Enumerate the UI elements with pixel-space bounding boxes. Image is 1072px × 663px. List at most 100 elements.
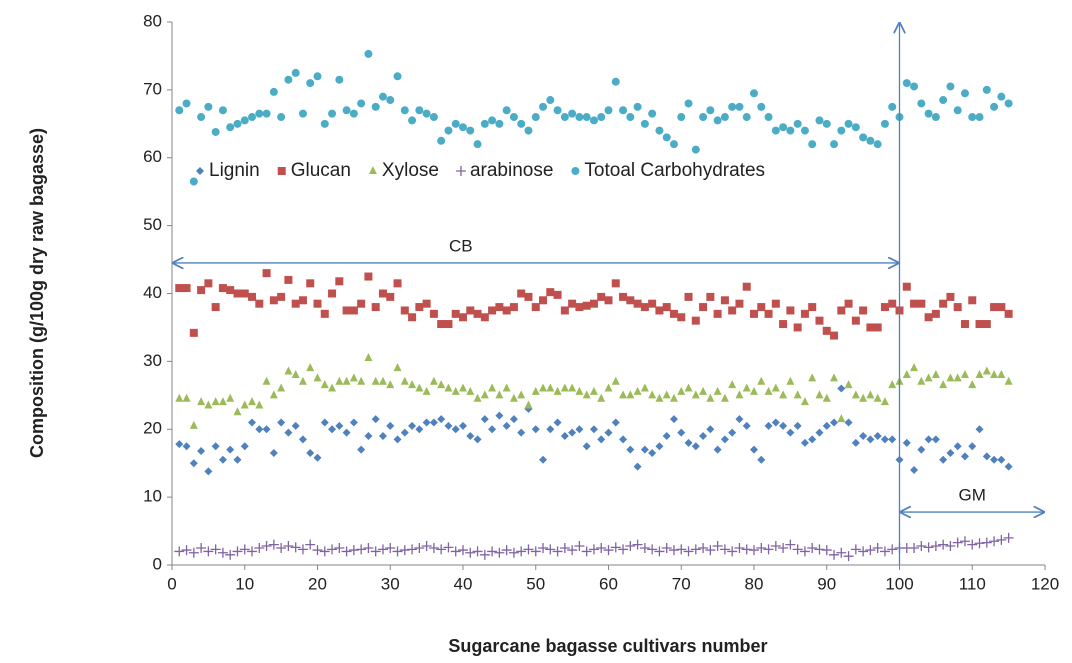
point: [466, 306, 475, 315]
point: [633, 386, 642, 395]
point: [277, 113, 286, 122]
point: [836, 547, 847, 558]
point: [706, 292, 715, 301]
point: [459, 313, 467, 322]
point: [306, 449, 315, 458]
point: [633, 462, 642, 471]
point: [939, 380, 948, 389]
point: [480, 415, 489, 424]
point: [488, 116, 497, 125]
point: [619, 292, 628, 301]
point: [808, 140, 817, 149]
point: [327, 544, 338, 555]
point: [320, 119, 329, 128]
point: [771, 126, 780, 135]
point: [239, 544, 250, 555]
point: [305, 539, 316, 550]
point: [517, 390, 526, 399]
point: [968, 380, 977, 389]
point: [465, 547, 476, 558]
point: [255, 400, 264, 409]
point: [982, 320, 991, 329]
point: [392, 546, 403, 557]
point: [182, 442, 191, 451]
point: [450, 546, 461, 557]
y-tick-label: 50: [143, 215, 162, 234]
point: [538, 543, 549, 554]
point: [953, 303, 962, 312]
point: [378, 376, 387, 385]
point: [370, 546, 381, 557]
point: [588, 544, 599, 555]
point: [706, 393, 715, 402]
point: [830, 418, 839, 427]
point: [313, 299, 322, 308]
point: [793, 323, 802, 332]
point: [306, 363, 315, 372]
point: [946, 82, 955, 91]
point: [959, 536, 970, 547]
point: [764, 421, 773, 430]
legend-marker: [277, 167, 286, 175]
point: [793, 119, 802, 128]
point: [502, 306, 511, 315]
point: [363, 543, 374, 554]
point: [517, 289, 526, 298]
point: [814, 544, 825, 555]
point: [277, 418, 286, 427]
point: [975, 113, 984, 122]
point: [501, 545, 512, 556]
point: [597, 393, 606, 402]
point: [531, 303, 540, 312]
point: [233, 289, 242, 298]
y-tick-label: 40: [143, 283, 162, 302]
point: [248, 418, 257, 427]
point: [808, 373, 817, 382]
point: [851, 316, 860, 325]
point: [378, 432, 387, 441]
point: [996, 534, 1007, 545]
point: [437, 320, 446, 329]
point: [517, 119, 526, 128]
point: [677, 428, 686, 437]
point: [575, 113, 584, 122]
point: [268, 539, 279, 550]
point: [429, 376, 438, 385]
point: [233, 119, 242, 128]
point: [175, 393, 184, 402]
point: [248, 292, 257, 301]
point: [298, 435, 307, 444]
point: [414, 543, 425, 554]
point: [508, 547, 519, 558]
point: [218, 284, 227, 293]
point: [865, 545, 876, 556]
point: [939, 299, 948, 308]
point: [335, 277, 344, 286]
point: [568, 299, 577, 308]
point: [655, 393, 664, 402]
point: [320, 309, 329, 318]
point: [683, 546, 694, 557]
point: [750, 445, 758, 454]
point: [815, 316, 824, 325]
point: [407, 544, 418, 555]
point: [807, 543, 818, 554]
point: [946, 449, 955, 458]
point: [720, 113, 729, 122]
point: [211, 397, 220, 406]
point: [349, 109, 358, 118]
point: [582, 442, 591, 451]
point: [589, 386, 598, 395]
point: [371, 102, 380, 111]
point: [451, 119, 460, 128]
point: [611, 279, 620, 288]
point: [800, 397, 809, 406]
point: [364, 432, 373, 441]
point: [335, 75, 344, 84]
point: [357, 99, 366, 108]
point: [582, 390, 591, 399]
point: [844, 380, 853, 389]
point: [938, 539, 949, 550]
point: [778, 543, 789, 554]
point: [669, 393, 678, 402]
